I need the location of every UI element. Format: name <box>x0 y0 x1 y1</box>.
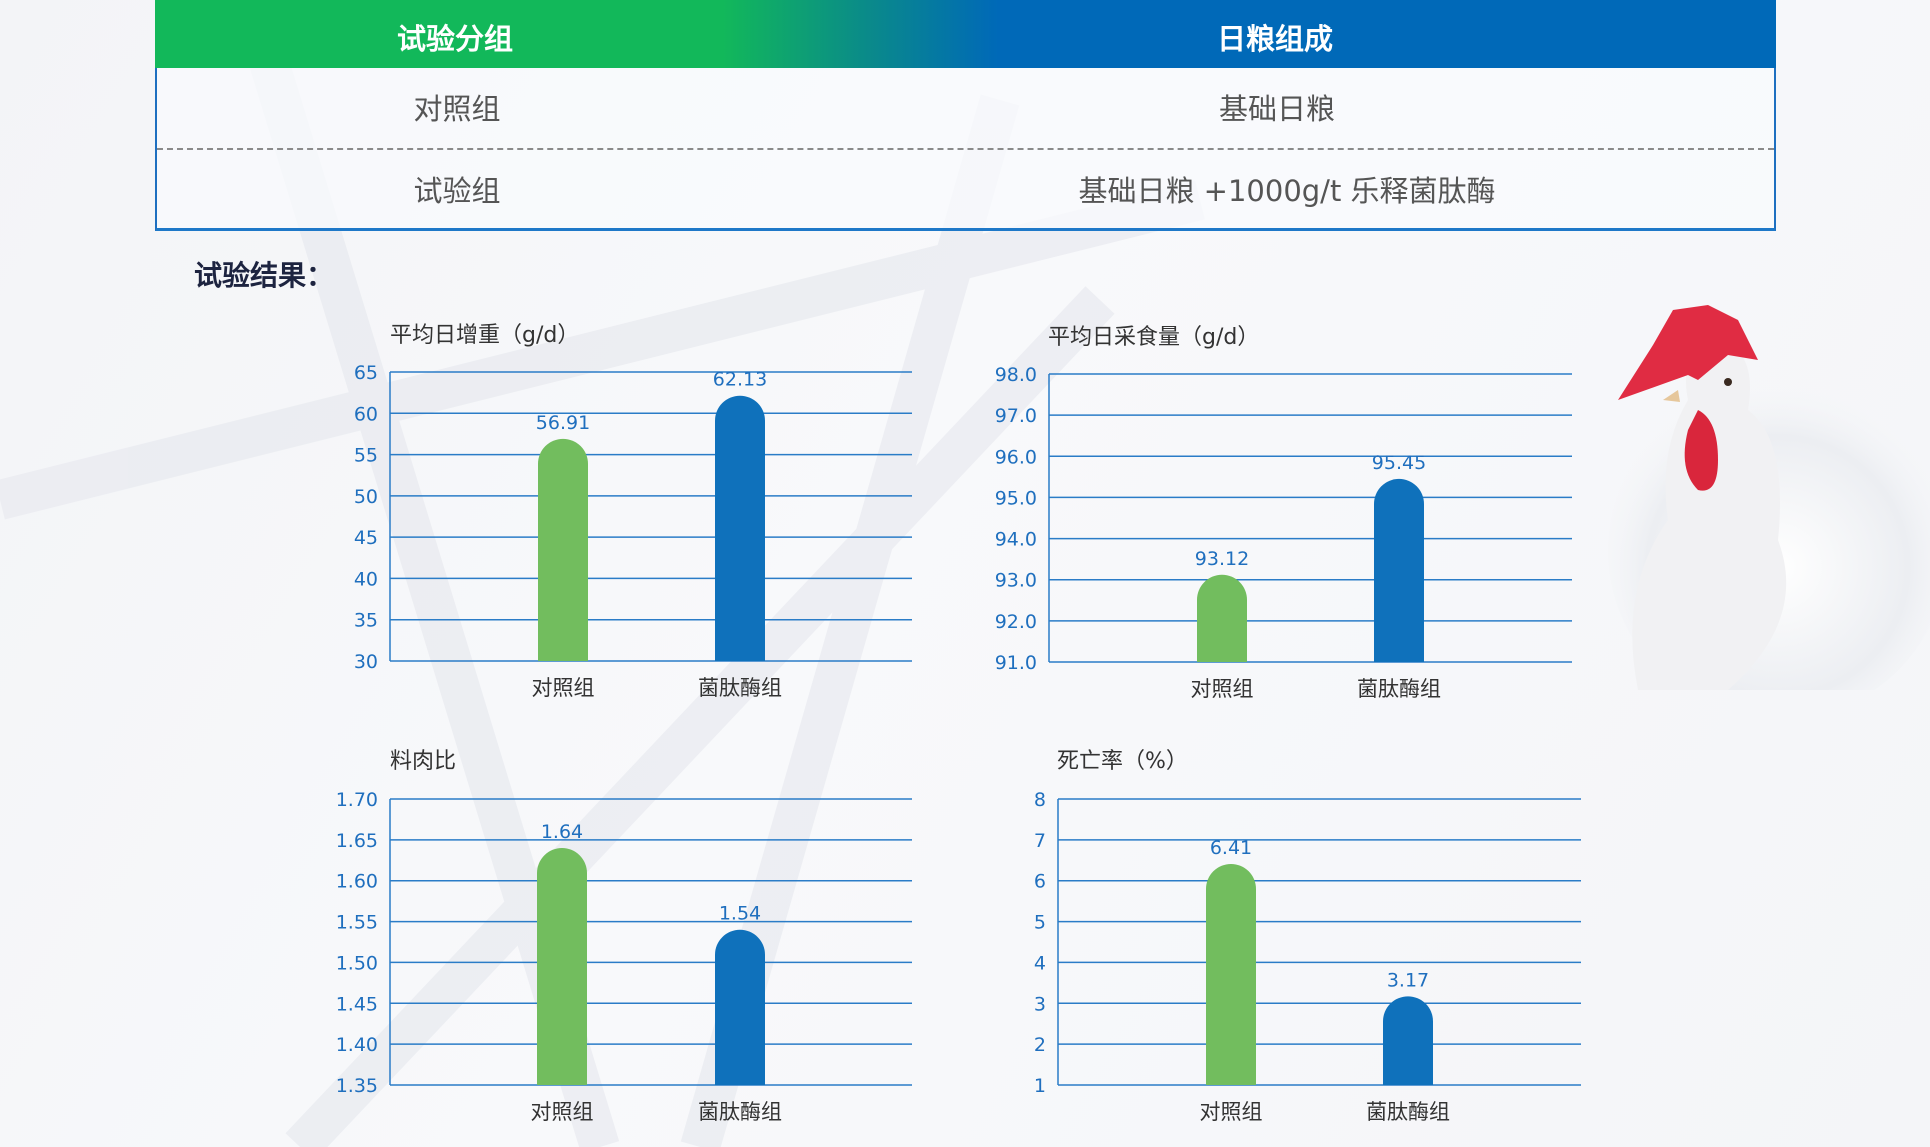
bar-control <box>537 848 587 1085</box>
bar-control <box>1206 863 1256 1085</box>
y-tick-label: 1.35 <box>336 1075 378 1097</box>
bar-treatment <box>1374 478 1424 662</box>
results-heading: 试验结果： <box>194 259 335 292</box>
x-category-label: 菌肽酶组 <box>698 676 782 700</box>
table-row: 对照组 基础日粮 <box>157 68 1774 150</box>
row-group: 试验组 <box>413 174 501 208</box>
chart-title: 死亡率（%） <box>1057 749 1188 774</box>
bar-control <box>1197 574 1247 662</box>
chart-title: 料肉比 <box>390 749 456 774</box>
bar-control <box>538 438 588 661</box>
data-label: 62.13 <box>713 369 767 391</box>
bar-treatment <box>715 395 765 661</box>
chart-title: 平均日增重（g/d） <box>390 323 579 348</box>
y-tick-label: 93.0 <box>995 570 1037 592</box>
x-category-label: 菌肽酶组 <box>1366 1100 1450 1124</box>
chicken-image <box>1608 305 1930 690</box>
y-tick-label: 45 <box>354 527 378 549</box>
y-tick-label: 94.0 <box>995 529 1037 551</box>
data-label: 6.41 <box>1210 837 1252 859</box>
data-label: 3.17 <box>1387 969 1429 991</box>
bar-treatment <box>1383 996 1433 1085</box>
x-category-label: 对照组 <box>531 1100 594 1124</box>
y-tick-label: 8 <box>1034 789 1046 811</box>
chart-4: 死亡率（%） 1 2 3 4 5 6 7 8 6.41 对照组 3.17 菌肽酶组 <box>1034 749 1581 1124</box>
y-tick-label: 1.70 <box>336 789 378 811</box>
data-label: 56.91 <box>536 412 590 434</box>
y-tick-label: 98.0 <box>995 364 1037 386</box>
y-tick-label: 65 <box>354 362 378 384</box>
y-tick-label: 1.60 <box>336 871 378 893</box>
row-group: 对照组 <box>413 92 501 126</box>
x-category-label: 对照组 <box>532 676 595 700</box>
y-tick-label: 91.0 <box>995 652 1037 674</box>
y-tick-label: 92.0 <box>995 611 1037 633</box>
row-diet: 基础日粮 <box>1218 92 1335 126</box>
data-label: 93.12 <box>1195 548 1249 570</box>
y-tick-label: 96.0 <box>995 446 1037 468</box>
y-tick-label: 1.50 <box>336 952 378 974</box>
y-tick-label: 7 <box>1034 830 1046 852</box>
y-tick-label: 55 <box>354 445 378 467</box>
y-tick-label: 6 <box>1034 871 1046 893</box>
x-category-label: 对照组 <box>1200 1100 1263 1124</box>
chart-title: 平均日采食量（g/d） <box>1048 325 1259 350</box>
x-category-label: 菌肽酶组 <box>1357 677 1441 701</box>
y-tick-label: 97.0 <box>995 405 1037 427</box>
chart-3: 料肉比 1.35 1.40 1.45 1.50 1.55 1.60 1.65 1.70 1.64 对… <box>336 749 912 1124</box>
row-diet: 基础日粮 +1000g/t 乐释菌肽酶 <box>1078 174 1496 208</box>
y-tick-label: 3 <box>1034 993 1046 1015</box>
header-group: 试验分组 <box>396 22 513 56</box>
y-tick-label: 1 <box>1034 1075 1046 1097</box>
y-tick-label: 1.65 <box>336 830 378 852</box>
x-category-label: 菌肽酶组 <box>698 1100 782 1124</box>
y-tick-label: 30 <box>354 651 378 673</box>
y-tick-label: 35 <box>354 610 378 632</box>
data-label: 1.64 <box>541 821 583 843</box>
chart-1: 平均日增重（g/d） 30 35 40 45 50 55 60 65 56.91 对照组 62.13 菌… <box>354 323 912 700</box>
x-category-label: 对照组 <box>1191 677 1254 701</box>
y-tick-label: 4 <box>1034 952 1046 974</box>
y-tick-label: 60 <box>354 403 378 425</box>
data-label: 95.45 <box>1372 452 1426 474</box>
y-tick-label: 1.55 <box>336 912 378 934</box>
table-row: 试验组 基础日粮 +1000g/t 乐释菌肽酶 <box>157 150 1774 228</box>
y-tick-label: 1.45 <box>336 993 378 1015</box>
diet-table: 试验分组 日粮组成 对照组 基础日粮 试验组 基础日粮 +1000g/t 乐释菌… <box>155 0 1776 231</box>
data-label: 1.54 <box>719 903 761 925</box>
y-tick-label: 1.40 <box>336 1034 378 1056</box>
chart-2: 平均日采食量（g/d） 91.0 92.0 93.0 94.0 95.0 96.0 97.0 9… <box>995 325 1572 701</box>
table-header: 试验分组 日粮组成 <box>155 0 1776 68</box>
y-tick-label: 50 <box>354 486 378 508</box>
y-tick-label: 40 <box>354 568 378 590</box>
header-diet: 日粮组成 <box>1216 22 1333 56</box>
bar-treatment <box>715 929 765 1085</box>
y-tick-label: 2 <box>1034 1034 1046 1056</box>
y-tick-label: 95.0 <box>995 487 1037 509</box>
y-tick-label: 5 <box>1034 912 1046 934</box>
